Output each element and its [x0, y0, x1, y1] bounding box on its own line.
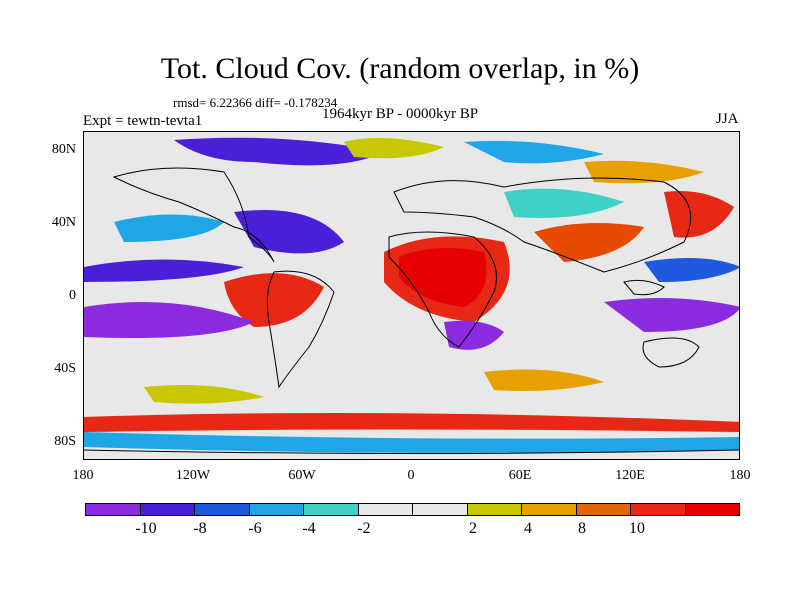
colorbar-label: -8: [193, 520, 207, 537]
lon-tick-label: 60E: [508, 468, 532, 483]
colorbar-swatch: [522, 504, 577, 515]
colorbar-swatch: [685, 504, 739, 515]
colorbar-swatch: [195, 504, 250, 515]
lat-tick-label: 80N: [51, 142, 76, 157]
colorbar-swatch: [86, 504, 141, 515]
lat-tick-label: 40N: [51, 215, 76, 230]
lon-tick-label: 120E: [615, 468, 645, 483]
plot-title: Tot. Cloud Cov. (random overlap, in %): [160, 52, 640, 85]
colorbar-swatch: [358, 504, 413, 515]
colorbar: [85, 503, 740, 516]
colorbar-swatch: [467, 504, 522, 515]
colorbar-swatch: [576, 504, 631, 515]
colorbar-swatch: [249, 504, 304, 515]
anomaly-fields: [84, 137, 739, 453]
colorbar-label: -4: [302, 520, 316, 537]
lat-tick-label: 40S: [54, 361, 76, 376]
colorbar-swatch: [140, 504, 195, 515]
colorbar-swatch: [631, 504, 686, 515]
colorbar-label: -6: [248, 520, 262, 537]
colorbar-swatch: [413, 504, 468, 515]
colorbar-label: 2: [469, 520, 477, 537]
lat-tick-label: 0: [69, 288, 76, 303]
lon-tick-label: 60W: [288, 468, 316, 483]
colorbar-label: 4: [524, 520, 532, 537]
colorbar-swatch: [304, 504, 359, 515]
colorbar-label: -2: [357, 520, 371, 537]
season-label: JJA: [716, 111, 739, 127]
period-label: 1964kyr BP - 0000kyr BP: [322, 106, 479, 122]
lon-tick-label: 180: [729, 468, 751, 483]
colorbar-label: 8: [578, 520, 586, 537]
cloud-anomaly-map: [84, 132, 739, 459]
stats-label: rmsd= 6.22366 diff= -0.178234: [173, 95, 338, 110]
coastlines: [84, 167, 739, 454]
map-panel: [83, 131, 740, 460]
colorbar-label: 10: [629, 520, 645, 537]
experiment-label: Expt = tewtn-tevta1: [83, 113, 203, 129]
lon-tick-label: 120W: [175, 468, 211, 483]
colorbar-label: -10: [135, 520, 157, 537]
lat-tick-label: 80S: [54, 434, 76, 449]
lon-tick-label: 0: [407, 468, 415, 483]
lon-tick-label: 180: [72, 468, 94, 483]
